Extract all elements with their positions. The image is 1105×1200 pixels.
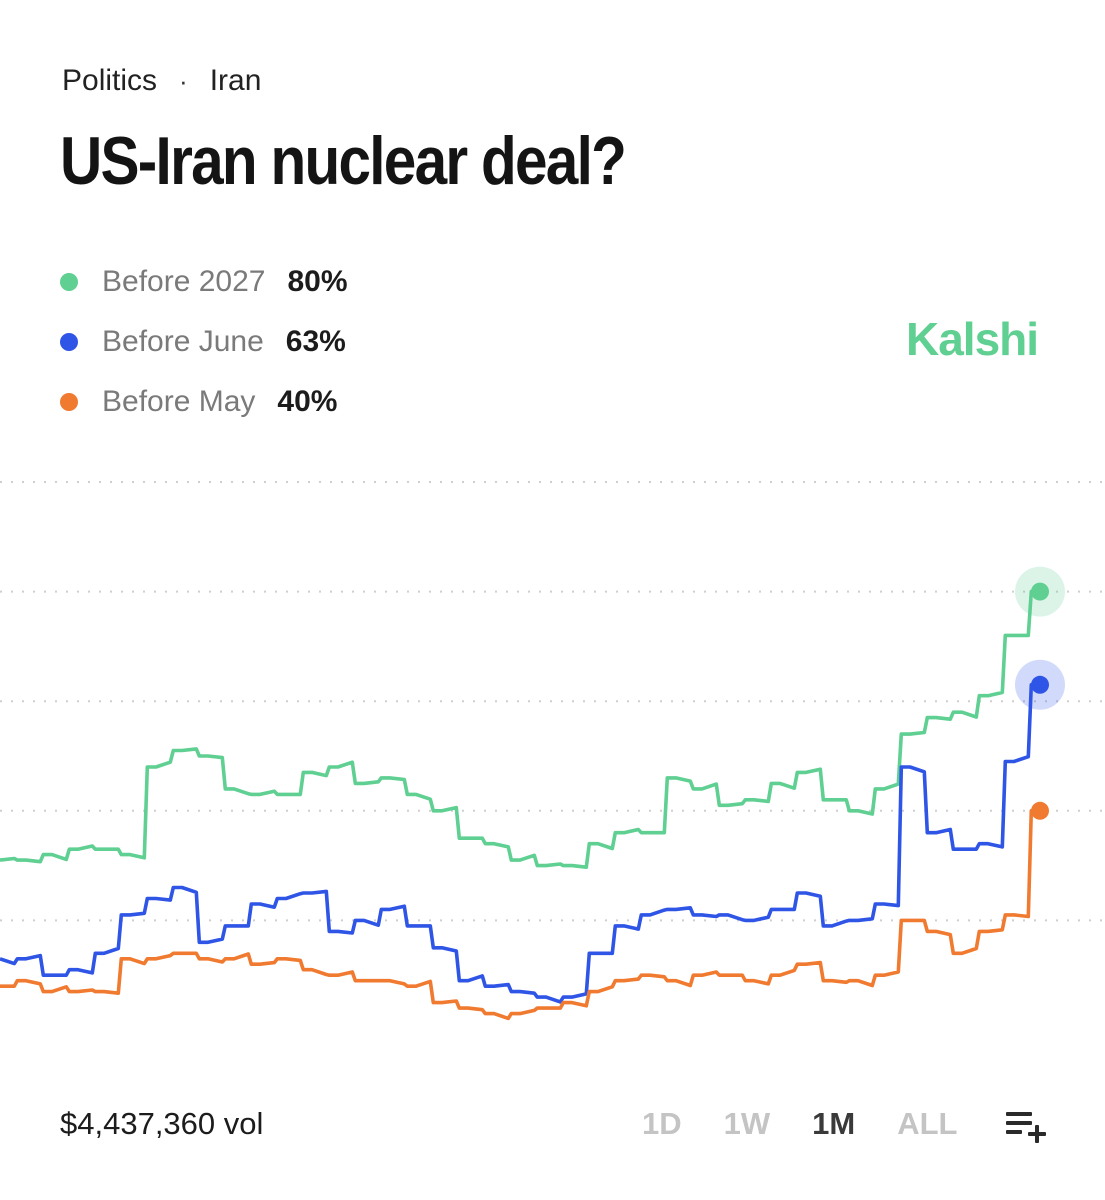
legend-value: 80% <box>287 265 348 298</box>
series-line-before-june <box>0 683 1040 1004</box>
endpoint-marker-before-june[interactable] <box>1031 675 1049 694</box>
breadcrumb-separator: · <box>179 65 188 96</box>
legend-item-before-may: Before May 40% <box>60 372 348 432</box>
range-1d-button[interactable]: 1D <box>642 1106 682 1141</box>
range-all-button[interactable]: ALL <box>897 1106 958 1141</box>
legend-dot-orange <box>60 393 78 411</box>
legend-dot-green <box>60 273 78 291</box>
page-title: US-Iran nuclear deal? <box>60 123 627 199</box>
legend-value: 63% <box>285 325 346 358</box>
chart-legend: Before 2027 80% Before June 63% Before M… <box>60 252 348 432</box>
legend-label: Before 2027 <box>102 265 266 298</box>
volume-label: $4,437,360 vol <box>60 1106 264 1141</box>
series-line-before-2027 <box>0 589 1040 869</box>
legend-item-before-2027: Before 2027 80% <box>60 252 348 312</box>
price-history-chart <box>0 481 1105 1021</box>
legend-item-before-june: Before June 63% <box>60 312 348 372</box>
time-range-selector: 1D 1W 1M ALL <box>640 1106 957 1142</box>
kalshi-logo: Kalshi <box>906 313 1039 365</box>
endpoint-marker-before-2027[interactable] <box>1031 582 1049 601</box>
range-1w-button[interactable]: 1W <box>723 1106 771 1141</box>
range-1m-button[interactable]: 1M <box>812 1106 856 1141</box>
breadcrumb-category[interactable]: Politics <box>62 64 158 97</box>
series-line-before-may <box>0 809 1040 1021</box>
breadcrumb-subcategory[interactable]: Iran <box>209 64 262 97</box>
legend-label: Before June <box>102 325 264 358</box>
legend-dot-blue <box>60 333 78 351</box>
add-to-list-icon[interactable] <box>1004 1108 1048 1144</box>
endpoint-marker-before-may[interactable] <box>1031 801 1049 820</box>
breadcrumb: Politics · Iran <box>62 64 261 98</box>
legend-value: 40% <box>277 385 338 418</box>
legend-label: Before May <box>102 385 256 418</box>
